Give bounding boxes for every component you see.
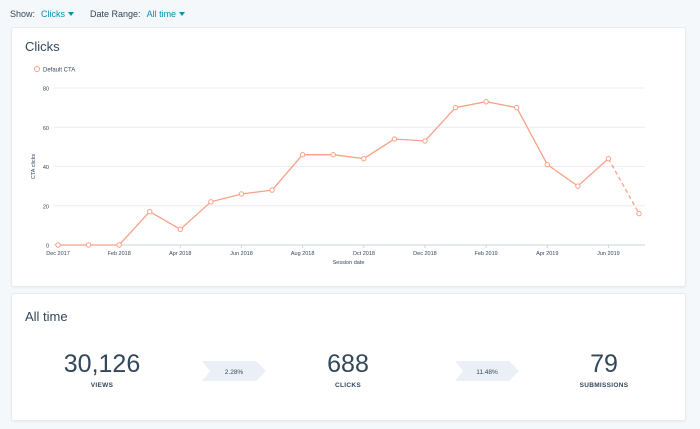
chevron-arrow-icon: 2.28% bbox=[202, 361, 266, 381]
data-point bbox=[299, 152, 306, 158]
y-tick-label: 40 bbox=[43, 165, 49, 171]
data-point bbox=[544, 161, 550, 168]
filter-bar: Show: Clicks Date Range: All time bbox=[10, 6, 201, 22]
data-point bbox=[605, 155, 612, 162]
clicks-to-submissions-rate-text: 11.48% bbox=[476, 369, 498, 376]
data-point bbox=[361, 155, 367, 162]
clicks-label: CLICKS bbox=[335, 382, 361, 389]
x-tick-label: Feb 2018 bbox=[108, 251, 131, 257]
x-axis-title: Session date bbox=[333, 260, 365, 266]
x-tick-label: Apr 2018 bbox=[169, 251, 191, 257]
y-tick-label: 60 bbox=[43, 126, 49, 132]
clicks-stat: 688 CLICKS bbox=[268, 350, 428, 389]
views-stat: 30,126 VIEWS bbox=[22, 350, 182, 389]
chevron-arrow-icon: 11.48% bbox=[455, 361, 519, 381]
chart-card-title: Clicks bbox=[25, 39, 60, 54]
x-tick-label: Dec 2017 bbox=[46, 251, 70, 257]
views-to-clicks-rate-text: 2.28% bbox=[225, 369, 244, 376]
y-tick-label: 0 bbox=[46, 244, 49, 250]
submissions-label: SUBMISSIONS bbox=[579, 382, 629, 389]
data-point bbox=[636, 210, 642, 217]
chevron-down-icon bbox=[179, 12, 186, 16]
show-label: Show: bbox=[10, 9, 36, 19]
data-point bbox=[238, 191, 245, 197]
submissions-value: 79 bbox=[590, 350, 618, 378]
x-tick-label: Oct 2018 bbox=[353, 251, 375, 257]
views-to-clicks-rate: 2.28% bbox=[202, 361, 266, 381]
data-point bbox=[85, 242, 92, 248]
data-point bbox=[55, 242, 61, 248]
data-point bbox=[147, 208, 153, 215]
clicks-to-submissions-rate: 11.48% bbox=[455, 361, 519, 381]
x-tick-label: Aug 2018 bbox=[291, 251, 315, 257]
data-point bbox=[575, 183, 581, 189]
show-dropdown[interactable]: Clicks bbox=[41, 9, 75, 19]
data-point bbox=[269, 187, 275, 193]
x-tick-label: Dec 2018 bbox=[413, 251, 437, 257]
legend-label: Default CTA bbox=[43, 68, 75, 74]
clicks-value: 688 bbox=[327, 350, 369, 378]
line-chart: 0 20 40 60 80 Dec 2017 Feb 2018 Apr 2018 Jun 201… bbox=[31, 66, 645, 266]
date-range-dropdown[interactable]: All time bbox=[147, 9, 186, 19]
y-tick-label: 80 bbox=[43, 87, 49, 93]
data-point bbox=[177, 226, 184, 233]
y-tick-label: 20 bbox=[43, 204, 49, 210]
data-point bbox=[208, 199, 214, 205]
date-range-label: Date Range: bbox=[90, 9, 141, 19]
x-tick-label: Jun 2018 bbox=[230, 251, 253, 257]
x-tick-label: Apr 2019 bbox=[536, 251, 558, 257]
data-point bbox=[513, 104, 520, 111]
data-point bbox=[452, 104, 459, 111]
data-point bbox=[116, 242, 122, 248]
data-point bbox=[330, 152, 336, 158]
series-line-projection bbox=[607, 158, 640, 214]
x-tick-label: Feb 2019 bbox=[474, 251, 497, 257]
x-tick-label: Jun 2019 bbox=[597, 251, 620, 257]
views-label: VIEWS bbox=[90, 382, 114, 389]
data-point bbox=[391, 136, 398, 142]
data-point bbox=[483, 99, 489, 105]
chevron-down-icon bbox=[68, 12, 75, 16]
show-dropdown-value: Clicks bbox=[41, 9, 66, 19]
stats-card: All time 30,126 VIEWS 2.28% 688 CLICKS 1… bbox=[11, 293, 686, 421]
submissions-stat: 79 SUBMISSIONS bbox=[524, 350, 684, 389]
legend-marker bbox=[34, 66, 40, 72]
chart-card: Clicks 0 20 40 60 80 Dec 2017 Feb 2018 Apr 2018… bbox=[11, 27, 686, 287]
series-line bbox=[58, 101, 609, 246]
date-range-dropdown-value: All time bbox=[146, 9, 177, 19]
stats-card-title: All time bbox=[25, 309, 68, 324]
y-axis-title: CTA clicks bbox=[31, 154, 37, 180]
data-point bbox=[422, 138, 428, 144]
views-value: 30,126 bbox=[63, 350, 141, 378]
